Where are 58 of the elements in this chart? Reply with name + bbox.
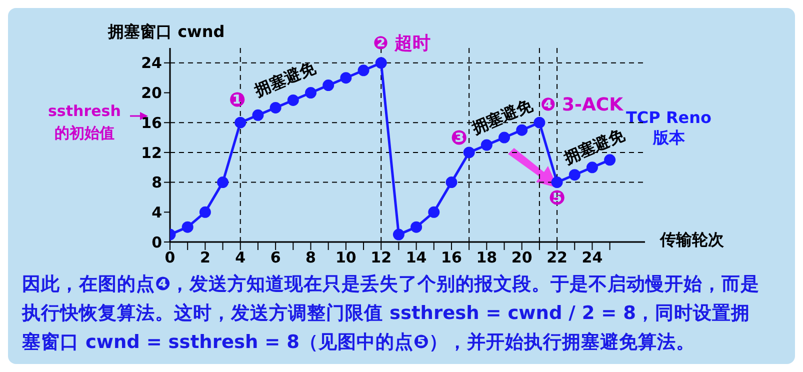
x-tick-label: 4 — [235, 248, 246, 267]
x-axis-title: 传输轮次 — [660, 230, 724, 251]
x-tick-label: 16 — [441, 248, 462, 267]
y-tick-label: 0 — [152, 233, 162, 252]
x-tick-label: 10 — [335, 248, 356, 267]
y-tick-label: 12 — [141, 144, 162, 162]
point — [358, 64, 370, 76]
y-tick-label: 8 — [152, 174, 162, 192]
point — [480, 139, 492, 151]
annotation: 拥塞避免 — [560, 124, 628, 168]
y-axis-title: 拥塞窗口 cwnd — [108, 22, 225, 43]
x-tick-label: 24 — [582, 248, 603, 267]
point — [304, 87, 316, 99]
point — [234, 116, 246, 128]
point — [534, 116, 546, 128]
x-tick-label: 2 — [200, 248, 210, 267]
x-tick-label: 8 — [306, 248, 316, 267]
point — [340, 72, 352, 84]
y-tick-label: 20 — [141, 84, 162, 102]
point — [604, 154, 616, 166]
text: ssthresh 的初始值 — [48, 101, 121, 144]
point — [252, 109, 264, 121]
annotation: ❺ — [548, 185, 566, 210]
x-tick-label: 6 — [270, 248, 281, 267]
y-tick-label: 24 — [141, 54, 162, 72]
x-tick-label: 22 — [546, 248, 568, 267]
annotation: ❶ — [228, 88, 246, 112]
point — [516, 124, 528, 136]
annotation: ❷ 超时 — [373, 32, 431, 54]
point — [322, 80, 334, 92]
point — [287, 94, 299, 106]
point — [568, 169, 580, 181]
point — [392, 228, 404, 240]
x-tick-label: 14 — [406, 248, 427, 267]
x-tick-label: 18 — [476, 248, 498, 267]
point — [217, 176, 229, 188]
x-tick-label: 12 — [370, 248, 392, 267]
point — [446, 176, 458, 188]
x-tick-label: 20 — [511, 248, 532, 267]
annotation: 拥塞避免 — [468, 94, 536, 138]
point — [199, 206, 211, 218]
annotation: TCP Reno 版本 — [626, 108, 712, 148]
annotation: ❸ — [450, 125, 468, 150]
point — [410, 221, 422, 233]
y-tick-label: 4 — [152, 203, 162, 222]
point — [270, 102, 282, 114]
point — [428, 206, 440, 218]
x-tick-label: 0 — [164, 248, 176, 267]
point — [551, 176, 563, 188]
text: 因此，在图的点❹，发送方知道现在只是丢失了个别的报文段。于是不启动慢开始，而是执行快恢复算法。这时，发送方调整门限值 ssthresh = cwnd / 2 = 8，同时设置拥塞窗口 cwnd = ssthresh = 8（见图中的点❺），并开始执行拥塞避免算法。 — [22, 272, 761, 355]
point — [182, 221, 194, 233]
annotation: ❹ 3-ACK — [540, 94, 624, 116]
point — [463, 146, 475, 158]
point — [375, 57, 387, 69]
y-tick-label: 16 — [141, 114, 162, 132]
point — [498, 132, 510, 144]
point — [586, 162, 598, 174]
annotation: 拥塞避免 — [250, 58, 320, 101]
